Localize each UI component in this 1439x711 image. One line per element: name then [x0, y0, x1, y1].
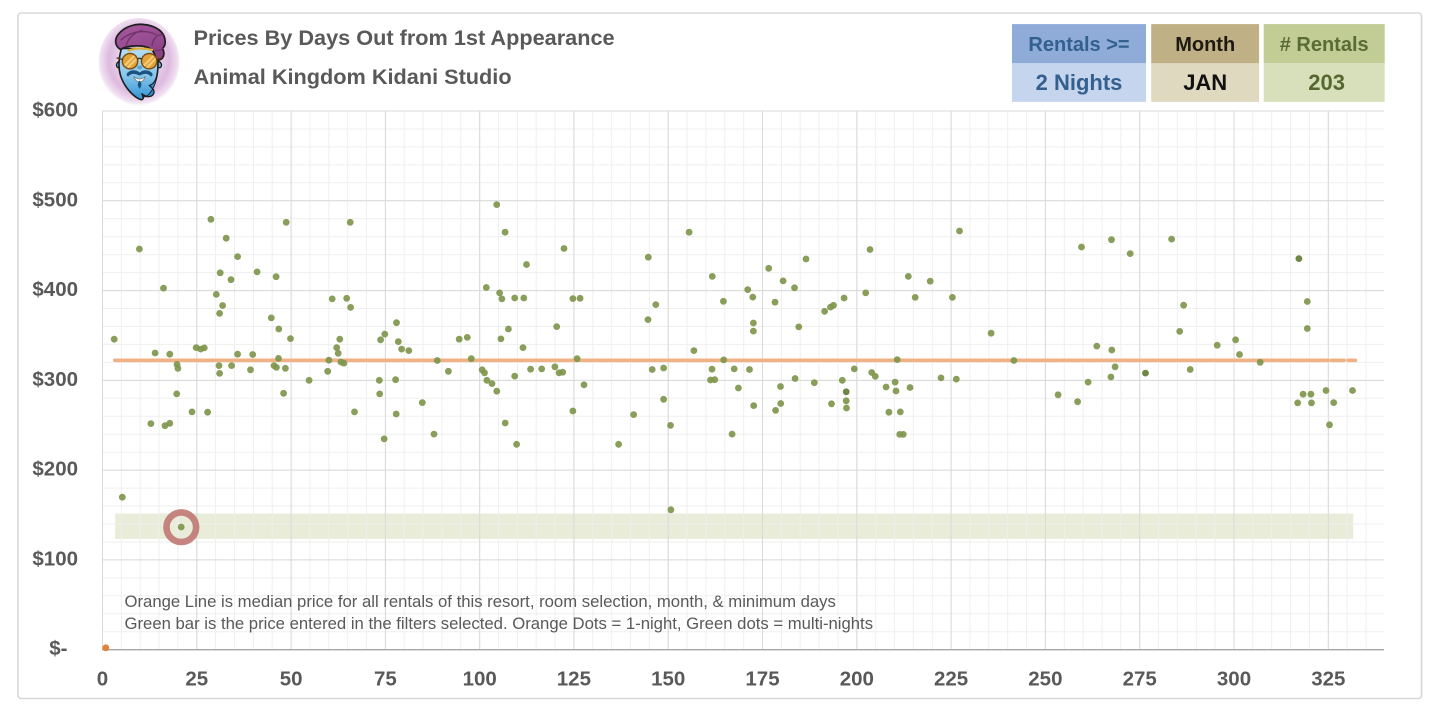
svg-text:175: 175	[745, 667, 779, 690]
svg-text:150: 150	[651, 667, 685, 690]
svg-text:75: 75	[374, 667, 397, 690]
svg-text:100: 100	[463, 667, 497, 690]
svg-text:250: 250	[1028, 667, 1062, 690]
svg-text:Rentals >=: Rentals >=	[1028, 34, 1129, 56]
svg-text:Green bar is the price entered: Green bar is the price entered in the fi…	[125, 614, 874, 633]
svg-text:0: 0	[97, 667, 108, 690]
svg-text:275: 275	[1123, 667, 1157, 690]
svg-text:50: 50	[280, 667, 303, 690]
svg-text:$100: $100	[32, 547, 78, 570]
svg-text:25: 25	[185, 667, 208, 690]
svg-text:# Rentals: # Rentals	[1280, 34, 1369, 56]
svg-text:Orange Line is median price fo: Orange Line is median price for all rent…	[125, 592, 836, 611]
svg-text:300: 300	[1217, 667, 1251, 690]
svg-text:Animal Kingdom Kidani Studio: Animal Kingdom Kidani Studio	[194, 64, 512, 89]
svg-text:225: 225	[934, 667, 968, 690]
svg-text:$300: $300	[32, 368, 78, 391]
svg-text:$200: $200	[32, 458, 78, 481]
svg-text:$500: $500	[32, 188, 78, 211]
svg-text:203: 203	[1308, 70, 1345, 95]
svg-text:Prices By Days Out from 1st Ap: Prices By Days Out from 1st Appearance	[194, 25, 615, 50]
svg-text:$-: $-	[49, 637, 67, 660]
svg-text:$600: $600	[32, 99, 78, 122]
svg-text:$400: $400	[32, 278, 78, 301]
svg-text:325: 325	[1311, 667, 1345, 690]
svg-text:125: 125	[557, 667, 591, 690]
svg-text:JAN: JAN	[1183, 70, 1227, 95]
svg-text:Month: Month	[1175, 34, 1235, 56]
svg-text:200: 200	[840, 667, 874, 690]
svg-text:2 Nights: 2 Nights	[1036, 70, 1123, 95]
